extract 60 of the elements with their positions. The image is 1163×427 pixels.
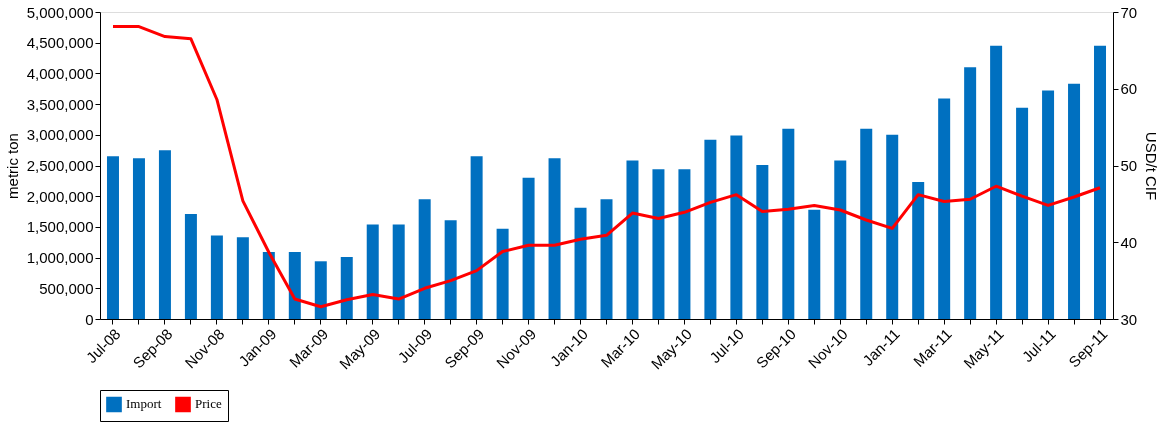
y-tick-label: 4,000,000	[26, 64, 94, 82]
bar	[106, 156, 119, 319]
bar	[366, 224, 379, 319]
y-tick-label: 5,000,000	[26, 3, 94, 21]
bar	[756, 164, 769, 319]
bar	[1094, 45, 1107, 319]
y2-tick-label: 70	[1120, 3, 1138, 21]
bar	[964, 67, 977, 319]
bar	[860, 128, 873, 319]
legend-label: Price	[195, 396, 222, 412]
bar	[626, 160, 639, 319]
bar	[262, 252, 275, 319]
legend-label: Import	[126, 396, 162, 412]
bar	[444, 220, 457, 319]
y2-tick-label: 40	[1120, 233, 1138, 251]
y-tick-label: 1,000,000	[26, 249, 94, 267]
bar	[990, 45, 1003, 319]
y-tick-label: 1,500,000	[26, 218, 94, 236]
bar	[314, 261, 327, 319]
bar	[704, 139, 717, 319]
bar	[1042, 90, 1055, 319]
y2-tick-label: 60	[1120, 80, 1138, 98]
bar	[418, 199, 431, 319]
bar	[782, 128, 795, 319]
y2-tick-label: 30	[1120, 310, 1138, 328]
y-tick-label: 2,000,000	[26, 187, 94, 205]
bar	[574, 207, 587, 319]
bar	[132, 158, 145, 319]
y-tick-label: 500,000	[39, 279, 94, 297]
y2-tick-label: 50	[1120, 157, 1138, 174]
bar	[678, 169, 691, 319]
bar	[1068, 83, 1081, 319]
bar	[210, 235, 223, 319]
bar	[1016, 107, 1029, 319]
bar	[938, 98, 951, 319]
bar	[288, 252, 301, 319]
bar	[158, 150, 171, 319]
bar	[548, 158, 561, 319]
line-series	[111, 25, 1102, 309]
bar	[184, 214, 197, 319]
y2-axis-title: USD/t CIF	[1143, 131, 1161, 201]
y-tick-label: 0	[85, 310, 94, 328]
bar	[600, 199, 613, 319]
y-tick-label: 3,000,000	[26, 126, 94, 144]
bar	[470, 156, 483, 319]
bar	[886, 134, 899, 319]
y-tick-label: 2,500,000	[26, 157, 94, 174]
bar	[834, 160, 847, 319]
bar	[730, 135, 743, 319]
bar	[392, 224, 405, 319]
y-tick-label: 3,500,000	[26, 95, 94, 113]
bar	[912, 182, 925, 319]
bar	[236, 237, 249, 319]
y-tick-label: 4,500,000	[26, 34, 94, 52]
bar	[496, 228, 509, 319]
bar	[340, 256, 353, 319]
y-axis-title: metric ton	[3, 133, 21, 199]
bar	[522, 177, 535, 319]
bar	[808, 209, 821, 319]
bar	[652, 169, 665, 319]
